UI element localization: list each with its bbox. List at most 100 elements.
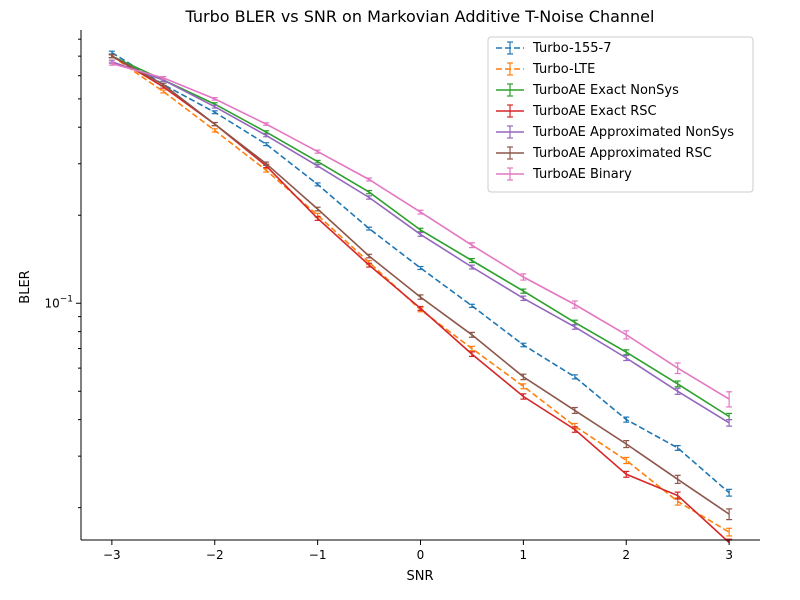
error-bar (674, 387, 681, 395)
error-bar (468, 351, 475, 358)
legend-item: Turbo-LTE (496, 62, 595, 77)
x-axis-ticks: −3 −2 −1 0 1 2 3 (103, 540, 733, 562)
x-tick-label: −3 (103, 548, 121, 562)
x-tick-label: 1 (520, 548, 528, 562)
error-bar (160, 89, 167, 94)
error-bar (314, 159, 321, 164)
error-bar (417, 227, 424, 233)
error-bar (211, 104, 218, 109)
error-bar (623, 470, 630, 478)
error-bar (571, 406, 578, 415)
error-bar (366, 195, 373, 200)
error-bar (417, 294, 424, 300)
error-bar (623, 416, 630, 423)
error-bar (468, 242, 475, 249)
error-bar (314, 149, 321, 154)
legend-box (487, 36, 754, 193)
error-bar (314, 163, 321, 168)
error-bar (468, 331, 475, 338)
error-bar (417, 265, 424, 271)
error-bar (726, 419, 733, 427)
error-bar (366, 177, 373, 182)
error-bar (674, 362, 681, 375)
error-bar (571, 324, 578, 330)
error-bar (520, 273, 527, 281)
error-bar (263, 122, 270, 126)
series-4 (108, 59, 733, 427)
error-bar (623, 330, 630, 340)
error-bar (571, 374, 578, 380)
error-bar (726, 488, 733, 497)
error-bar (623, 349, 630, 356)
legend-label: TurboAE Binary (532, 167, 632, 182)
error-bar (726, 527, 733, 537)
error-bar (366, 262, 373, 268)
error-bar (520, 373, 527, 381)
error-bar (417, 305, 424, 312)
error-bar (623, 354, 630, 362)
y-axis-label: BLER (18, 270, 33, 303)
error-bar (520, 288, 527, 294)
x-tick-label: 2 (622, 548, 630, 562)
x-tick-label: 3 (725, 548, 733, 562)
legend-item: Turbo-155-7 (496, 41, 611, 56)
x-tick-label: 0 (417, 548, 425, 562)
legend-label: Turbo-155-7 (532, 41, 611, 56)
error-bar (211, 121, 218, 127)
error-bar (366, 189, 373, 195)
error-bar (623, 440, 630, 449)
error-bar (108, 50, 115, 55)
error-bar (468, 257, 475, 264)
legend: Turbo-155-7 Turbo-LTE TurboAE Exact NonSys… (487, 36, 754, 193)
series-6 (108, 61, 733, 408)
x-axis-label: SNR (406, 569, 433, 584)
error-bar (366, 253, 373, 259)
legend-label: Turbo-LTE (532, 62, 595, 77)
legend-item: TurboAE Binary (496, 167, 632, 182)
error-bar (468, 264, 475, 270)
error-bar (674, 474, 681, 485)
error-bar (468, 345, 475, 352)
error-bar (468, 303, 475, 308)
error-bar (314, 206, 321, 212)
error-bar (520, 393, 527, 400)
error-bar (314, 182, 321, 187)
error-bar (108, 54, 115, 59)
error-bar (417, 209, 424, 215)
legend-label: TurboAE Exact NonSys (532, 83, 679, 98)
error-bar (211, 128, 218, 133)
error-bar (726, 391, 733, 408)
error-bar (211, 110, 218, 115)
error-bar (314, 215, 321, 222)
legend-label: TurboAE Approximated NonSys (532, 125, 734, 140)
error-bar (520, 342, 527, 348)
error-bar (160, 75, 167, 80)
error-bar (726, 508, 733, 521)
x-tick-label: −2 (206, 548, 224, 562)
error-bar (571, 300, 578, 309)
x-tick-label: −1 (309, 548, 327, 562)
error-bar (211, 97, 218, 101)
series-0 (108, 50, 733, 497)
error-bar (520, 383, 527, 390)
chart-title: Turbo BLER vs SNR on Markovian Additive … (185, 7, 655, 26)
legend-item: TurboAE Approximated RSC (496, 146, 712, 161)
series-5 (108, 54, 733, 521)
error-bar (674, 380, 681, 388)
error-bar (417, 231, 424, 237)
error-bar (263, 142, 270, 147)
error-bar (263, 161, 270, 167)
legend-label: TurboAE Exact RSC (532, 104, 657, 119)
error-bar (623, 456, 630, 465)
error-bar (263, 133, 270, 138)
legend-label: TurboAE Approximated RSC (532, 146, 712, 161)
error-bar (674, 444, 681, 451)
legend-item: TurboAE Approximated NonSys (496, 125, 734, 140)
error-bar (366, 226, 373, 231)
error-bar (571, 426, 578, 433)
legend-item: TurboAE Exact NonSys (496, 83, 679, 98)
y-tick-label: 10−1 (44, 294, 73, 310)
error-bar (160, 82, 167, 87)
error-bar (520, 295, 527, 302)
